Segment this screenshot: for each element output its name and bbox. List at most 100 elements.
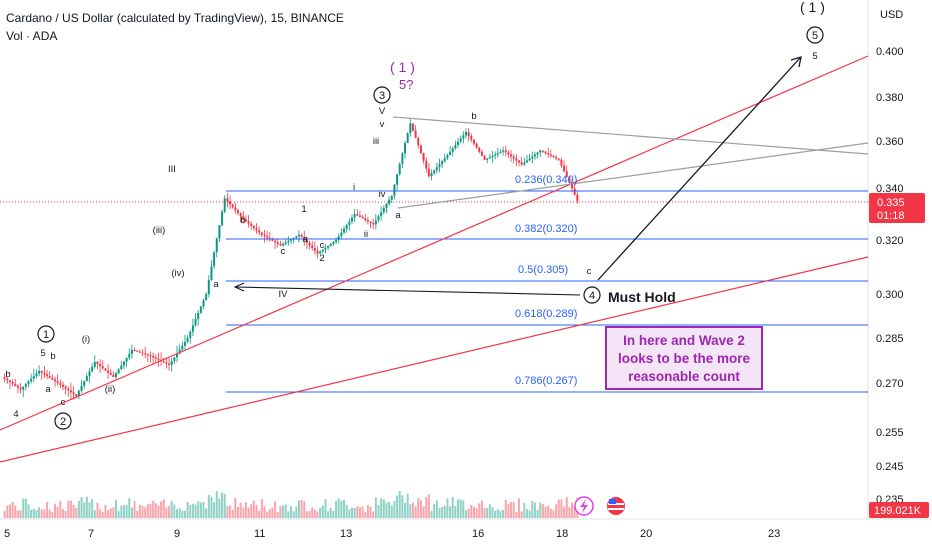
candle-body — [528, 158, 531, 161]
volume-bar — [6, 505, 9, 518]
candle-body — [536, 152, 539, 155]
volume-bar — [133, 501, 136, 518]
x-tick: 18 — [556, 528, 568, 540]
volume-bar — [441, 507, 444, 518]
volume-bar — [290, 506, 292, 518]
candle-body — [464, 132, 467, 136]
volume-bar — [475, 508, 478, 518]
wave-label-3: 3 — [379, 90, 385, 102]
current-price-value: 0.335 — [877, 197, 905, 209]
volume-bar — [30, 509, 33, 518]
y-tick: 0.380 — [876, 92, 904, 104]
us-flag-icon[interactable] — [607, 497, 625, 515]
volume-bar — [507, 504, 510, 518]
candle-body — [51, 377, 54, 380]
lightning-icon[interactable] — [574, 496, 594, 516]
volume-bar — [207, 494, 210, 518]
candle-body — [27, 381, 30, 384]
volume-bar — [279, 505, 282, 518]
candle-body — [247, 221, 250, 224]
minor-label: b — [50, 351, 55, 362]
volume-bar — [213, 502, 216, 518]
volume-bar — [194, 504, 197, 518]
fib-label-0618: 0.618(0.289) — [515, 308, 577, 320]
volume-bar — [91, 499, 94, 518]
y-tick: 0.360 — [876, 136, 904, 148]
volume-bar — [345, 504, 348, 518]
volume-bar — [191, 503, 194, 518]
note-line: In here and Wave 2 — [623, 333, 745, 348]
volume-bar — [419, 500, 422, 518]
candle-body — [552, 155, 555, 158]
candle-body — [295, 236, 298, 238]
volume-bar — [515, 512, 518, 518]
candle-body — [154, 357, 157, 359]
candle-body — [350, 217, 353, 222]
volume-bar — [374, 497, 377, 518]
volume-bar — [162, 499, 165, 518]
triangle-lower-line[interactable] — [397, 142, 869, 209]
volume-bar — [218, 498, 221, 518]
candle-body — [459, 138, 462, 142]
volume-bar — [221, 492, 224, 518]
candle-body — [221, 211, 224, 226]
candle-body — [130, 350, 133, 354]
candle-body — [146, 354, 149, 356]
minor-label: a — [395, 210, 401, 221]
candle-body — [470, 135, 473, 140]
candle-body — [321, 249, 324, 252]
volume-bar — [369, 506, 372, 518]
volume-bar — [202, 502, 205, 518]
volume-bar — [547, 505, 550, 518]
must-hold-arrow[interactable] — [235, 286, 581, 296]
triangle-upper-line[interactable] — [392, 116, 869, 155]
must-hold-arrowhead — [233, 282, 245, 292]
volume-bar — [112, 507, 115, 518]
volume-bar — [377, 505, 380, 518]
volume-bar — [101, 511, 104, 518]
volume-bar — [117, 511, 120, 518]
minor-label: 2 — [319, 253, 324, 264]
y-tick: 0.340 — [876, 183, 904, 195]
trendline-lower[interactable] — [0, 256, 869, 463]
candle-body — [531, 156, 534, 159]
volume-bar — [541, 504, 544, 518]
wave-label-4: 4 — [589, 290, 595, 302]
x-tick: 11 — [254, 528, 265, 540]
volume-bar — [358, 507, 361, 518]
volume-bar — [252, 500, 255, 518]
x-tick: 20 — [640, 528, 652, 540]
candle-body — [141, 352, 144, 354]
y-axis: USD 0.400 0.380 0.360 0.340 0.320 0.300 … — [876, 9, 904, 506]
wave-circle-4 — [583, 286, 601, 304]
volume-bar — [287, 511, 290, 518]
volume-bar — [332, 511, 335, 518]
projection-arrow[interactable] — [597, 57, 801, 281]
candle-body — [544, 151, 547, 154]
candle-body — [356, 214, 359, 216]
volume-bar — [573, 506, 576, 518]
volume-bar — [83, 502, 86, 518]
candle-body — [547, 153, 550, 155]
candle-body — [242, 216, 245, 220]
candle-body — [210, 266, 213, 281]
volume-bar — [144, 507, 147, 518]
projection-arrowhead — [790, 56, 802, 68]
candle-body — [488, 157, 491, 159]
volume-bar — [8, 504, 11, 518]
candle-body — [435, 167, 438, 171]
volume-bar — [337, 498, 340, 518]
analysis-note[interactable]: In here and Wave 2 looks to be the more … — [605, 326, 763, 390]
volume-bar — [186, 501, 189, 518]
volume-bar — [520, 511, 523, 518]
fib-label-0786: 0.786(0.267) — [515, 375, 577, 387]
volume-bar — [319, 507, 322, 518]
candle-body — [276, 242, 279, 244]
volume-bar — [40, 509, 43, 518]
trendline-upper[interactable] — [0, 55, 869, 431]
candle-body — [64, 386, 67, 389]
current-price-badge — [869, 193, 925, 223]
volume-bar — [512, 501, 515, 518]
volume-bar — [478, 503, 481, 518]
